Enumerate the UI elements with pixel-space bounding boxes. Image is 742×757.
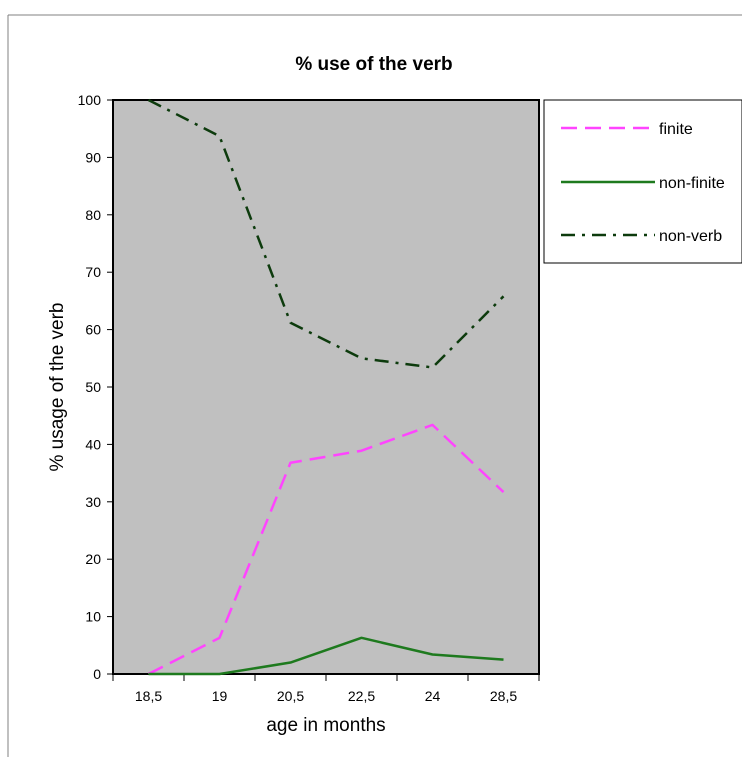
y-tick-label: 0 [93,666,101,682]
chart-title: % use of the verb [295,54,452,75]
series-layer [147,98,505,676]
legend-label-finite: finite [659,121,693,138]
x-axis-label: age in months [266,715,385,736]
y-axis: 0 10 20 30 40 50 60 70 80 90 100 [78,92,113,682]
x-tick-label: 19 [212,688,228,704]
legend-label-non-finite: non-finite [659,175,725,192]
series-line-finite [147,423,505,676]
chart-frame [7,14,742,757]
legend-label-non-verb: non-verb [659,228,722,245]
x-tick-label: 28,5 [490,688,517,704]
x-tick-label: 20,5 [277,688,304,704]
y-tick-label: 10 [85,609,101,625]
plot-area [112,99,540,675]
series-line-non-finite [148,636,504,676]
y-tick-label: 50 [85,379,101,395]
y-tick-label: 100 [78,92,102,108]
y-tick-label: 40 [85,436,101,452]
y-tick-label: 70 [85,264,101,280]
legend-items: finite non-finite non-verb [561,121,725,245]
y-axis-label: % usage of the verb [47,303,68,472]
x-tick-label: 18,5 [135,688,162,704]
y-tick-label: 90 [85,149,101,165]
x-tick-label: 22,5 [348,688,375,704]
series-line-non-verb [147,98,505,369]
y-tick-label: 20 [85,551,101,567]
legend: finite non-finite non-verb [543,99,742,264]
y-tick-label: 30 [85,494,101,510]
y-tick-label: 60 [85,322,101,338]
y-tick-label: 80 [85,207,101,223]
x-tick-label: 24 [425,688,441,704]
x-axis: 18,5 19 20,5 22,5 24 28,5 [112,674,540,704]
